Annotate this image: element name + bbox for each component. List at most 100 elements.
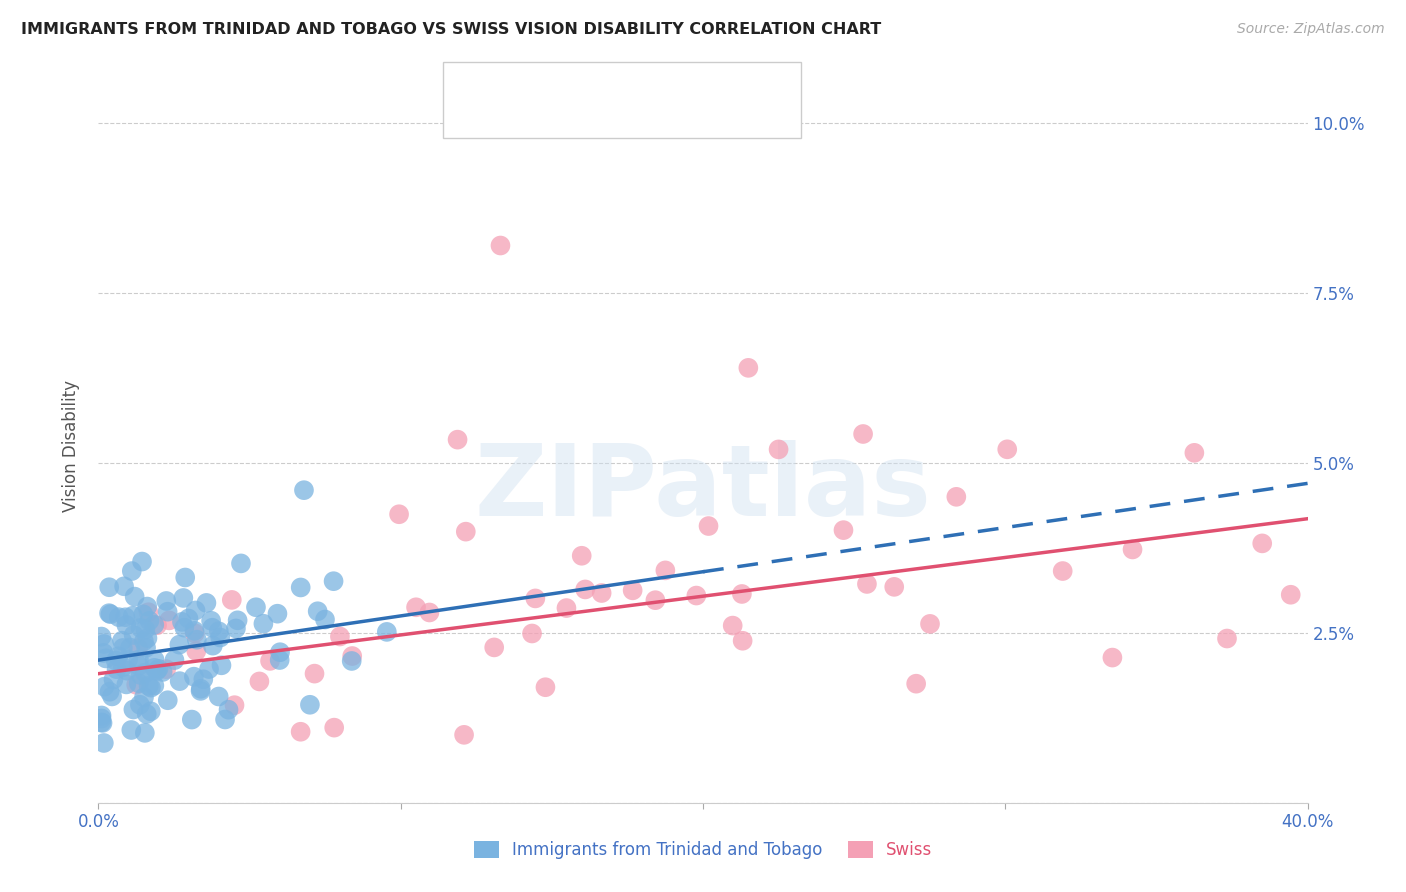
Point [591, 586, 613, 600]
Point [115, 664, 138, 678]
Point [768, 442, 790, 457]
Point [121, 608, 143, 623]
Point [156, 605, 179, 619]
Point [90, 708, 112, 723]
Point [143, 617, 166, 632]
Point [98, 580, 121, 594]
Point [139, 704, 162, 718]
Point [135, 707, 157, 722]
Point [1052, 564, 1074, 578]
Point [454, 524, 477, 539]
Point [453, 728, 475, 742]
Point [198, 662, 221, 676]
Point [225, 622, 247, 636]
Point [98, 606, 121, 620]
Point [172, 591, 194, 605]
Point [186, 644, 208, 658]
Legend: Immigrants from Trinidad and Tobago, Swiss: Immigrants from Trinidad and Tobago, Swi… [467, 834, 939, 866]
Point [214, 713, 236, 727]
Point [621, 583, 644, 598]
Point [129, 668, 152, 682]
Point [269, 653, 291, 667]
Point [173, 621, 195, 635]
Point [905, 676, 928, 690]
Point [918, 616, 941, 631]
Point [93, 637, 115, 651]
Point [721, 618, 744, 632]
Point [117, 652, 139, 666]
Point [128, 698, 150, 712]
Point [111, 640, 134, 655]
Point [697, 519, 720, 533]
Point [731, 587, 754, 601]
Point [375, 624, 398, 639]
Point [104, 654, 127, 668]
Point [120, 723, 142, 737]
Point [524, 591, 547, 606]
Point [259, 654, 281, 668]
Point [201, 621, 224, 635]
Point [134, 623, 156, 637]
Point [115, 618, 138, 632]
Point [93, 646, 115, 660]
Point [90, 715, 112, 730]
Point [134, 665, 156, 680]
Point [184, 603, 207, 617]
Text: N =  57: N = 57 [658, 109, 725, 127]
Point [90, 630, 112, 644]
Point [1251, 536, 1274, 550]
Point [195, 596, 218, 610]
Point [169, 674, 191, 689]
Point [405, 600, 427, 615]
Point [138, 614, 160, 628]
Point [226, 613, 249, 627]
Point [180, 713, 202, 727]
Point [128, 652, 150, 666]
Point [883, 580, 905, 594]
Point [174, 570, 197, 584]
Point [136, 599, 159, 614]
Point [128, 658, 150, 673]
Point [737, 360, 759, 375]
Point [157, 614, 180, 628]
Point [93, 736, 115, 750]
Point [107, 610, 129, 624]
Text: R = 0.268: R = 0.268 [499, 75, 582, 93]
Point [143, 653, 166, 667]
Point [122, 702, 145, 716]
Point [111, 633, 134, 648]
Text: R = 0.272: R = 0.272 [499, 109, 582, 127]
Point [169, 638, 191, 652]
Point [307, 604, 329, 618]
Point [832, 523, 855, 537]
Point [121, 564, 143, 578]
Point [1182, 446, 1205, 460]
Point [266, 607, 288, 621]
Point [340, 654, 363, 668]
Point [221, 593, 243, 607]
Point [125, 678, 148, 692]
Point [132, 634, 155, 648]
Point [852, 427, 875, 442]
Point [644, 593, 666, 607]
Point [731, 633, 754, 648]
Point [93, 680, 115, 694]
Text: ZIPatlas: ZIPatlas [475, 441, 931, 537]
Point [148, 662, 170, 676]
Point [183, 624, 205, 638]
Point [208, 624, 231, 639]
Y-axis label: Vision Disability: Vision Disability [62, 380, 80, 512]
Point [245, 600, 267, 615]
Point [995, 442, 1018, 457]
Point [229, 557, 252, 571]
Point [143, 678, 166, 692]
Point [314, 613, 336, 627]
Point [146, 618, 169, 632]
Point [183, 670, 205, 684]
Point [304, 666, 326, 681]
Text: Source: ZipAtlas.com: Source: ZipAtlas.com [1237, 22, 1385, 37]
Point [90, 711, 112, 725]
Point [98, 685, 121, 699]
Point [388, 508, 411, 522]
Point [163, 653, 186, 667]
